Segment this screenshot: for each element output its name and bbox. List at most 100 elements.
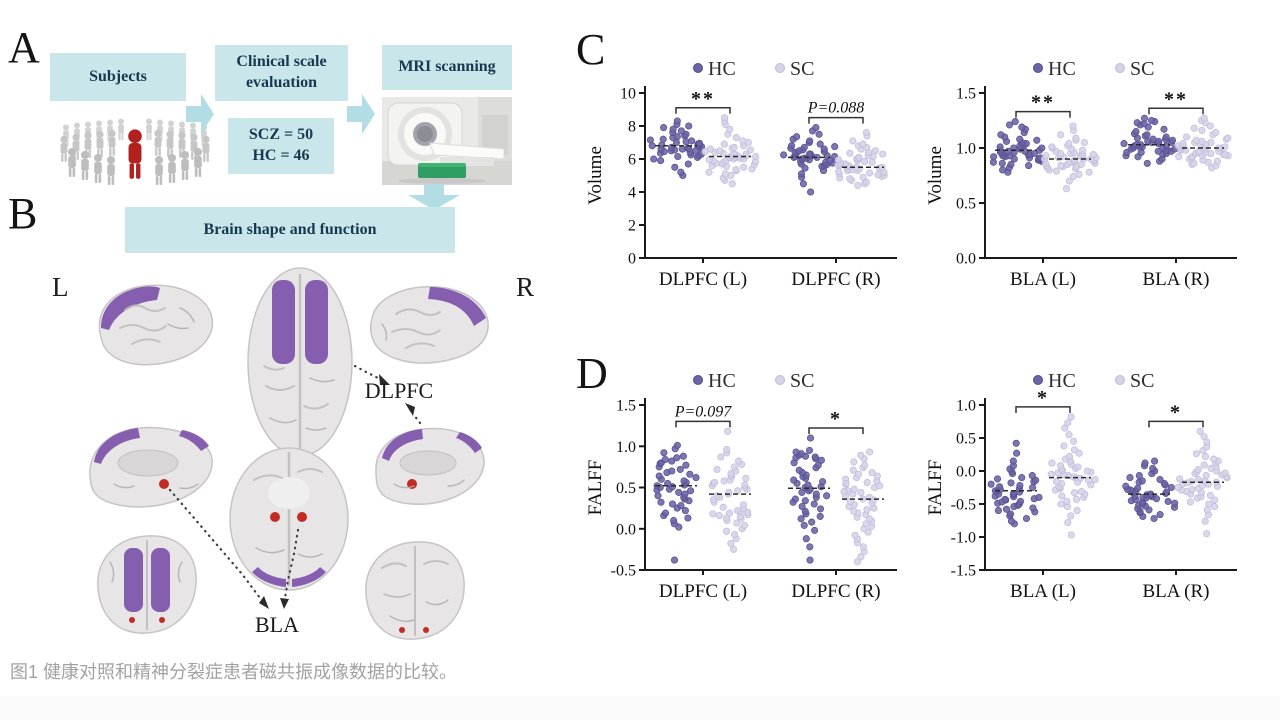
y-tick-label: 10 — [620, 86, 636, 103]
dlpfc-arrowhead-1-icon — [379, 374, 390, 385]
left-hemisphere-marker: L — [52, 272, 69, 302]
y-tick-label: 1.0 — [616, 439, 636, 456]
legend-hc-dot-icon — [693, 63, 703, 73]
legend-sc-label: SC — [1130, 370, 1154, 392]
bla-arrowhead-1-icon — [259, 596, 269, 609]
legend-hc-dot-icon — [1033, 63, 1043, 73]
brain-shape-function-label: Brain shape and function — [203, 220, 377, 238]
bla-region-label: BLA — [255, 612, 299, 637]
legend-hc-label: HC — [1048, 58, 1076, 80]
brain-coronal-right — [365, 541, 465, 640]
brain-coronal-left — [97, 535, 197, 634]
flow-arrow-down-icon — [408, 184, 460, 210]
x-category-label: BLA (R) — [1142, 581, 1209, 602]
panel-d-label: D — [576, 349, 608, 398]
y-axis-label: FALFF — [585, 460, 606, 516]
clinical-evaluation-label: Clinical scale evaluation — [236, 53, 327, 91]
legend-sc-dot-icon — [1115, 63, 1125, 73]
sample-counts-box: SCZ = 50 HC = 46 — [228, 118, 334, 174]
subjects-box-label: Subjects — [89, 67, 147, 85]
x-category-label: BLA (L) — [1010, 581, 1076, 602]
falff-dlpfc-chart: HC SC -0.5 0.0 0.5 1.0 1.5 DLPFC (L) DLPFC (R) FA… — [585, 360, 915, 612]
significance-label: ** — [691, 88, 715, 110]
bottom-margin-strip — [0, 696, 1280, 720]
x-category-label: DLPFC (L) — [659, 269, 747, 290]
right-hemisphere-marker: R — [516, 272, 534, 302]
significance-bracket — [675, 420, 731, 428]
x-category-label: DLPFC (L) — [659, 581, 747, 602]
panel-c-label: C — [576, 25, 606, 74]
significance-bracket — [1148, 420, 1204, 428]
legend-sc-label: SC — [790, 58, 814, 80]
significance-label: * — [1170, 401, 1182, 423]
y-tick-label: 8 — [628, 119, 636, 136]
x-category-label: DLPFC (R) — [791, 269, 880, 290]
y-axis-label: Volume — [585, 146, 606, 205]
significance-label: ** — [1164, 88, 1188, 110]
significance-label: * — [830, 408, 842, 430]
y-tick-label: 1.5 — [616, 398, 636, 415]
x-category-label: DLPFC (R) — [791, 581, 880, 602]
falff-bla-svg: HC SC -1.5 -1.0 -0.5 0.0 0.5 1.0 BLA (L) BLA (R) F… — [925, 370, 1237, 602]
legend-hc-label: HC — [708, 58, 736, 80]
significance-bracket — [1015, 406, 1071, 413]
significance-bracket — [1015, 110, 1071, 118]
y-tick-label: -0.5 — [951, 497, 976, 514]
scz-count-label: SCZ = 50 — [248, 126, 314, 144]
panel-b-label: B — [8, 189, 38, 238]
y-tick-label: 0.5 — [956, 431, 976, 448]
figure-caption: 图1 健康对照和精神分裂症患者磁共振成像数据的比较。 — [10, 662, 458, 682]
legend-sc-dot-icon — [1115, 375, 1125, 385]
legend-hc-label: HC — [1048, 370, 1076, 392]
subjects-box: Subjects — [50, 53, 186, 101]
y-tick-label: 1.0 — [956, 398, 976, 415]
mri-scanning-label: MRI scanning — [398, 58, 496, 76]
legend-sc-label: SC — [1130, 58, 1154, 80]
significance-label: P=0.097 — [674, 403, 733, 420]
flow-arrow-right-1-icon — [186, 94, 214, 134]
brain-shape-function-box: Brain shape and function — [125, 207, 455, 253]
brain-lateral-left — [98, 284, 214, 366]
clinical-evaluation-box: Clinical scale evaluation — [215, 45, 348, 101]
y-tick-label: -0.5 — [611, 563, 636, 580]
legend-hc-label: HC — [708, 370, 736, 392]
volume-bla-svg: HC SC 0.0 0.5 1.0 1.5 BLA (L) BLA (R) Volume ** ** — [925, 58, 1237, 290]
bla-arrowhead-2-icon — [280, 598, 289, 609]
legend-sc-dot-icon — [775, 375, 785, 385]
falff-bla-chart: HC SC -1.5 -1.0 -0.5 0.0 0.5 1.0 BLA (L) BLA (R) F… — [925, 360, 1255, 612]
y-tick-label: 0.0 — [956, 251, 976, 268]
significance-label: ** — [1031, 92, 1055, 114]
brain-axial-bottom — [229, 447, 349, 591]
volume-dlpfc-svg: HC SC 0 2 4 6 8 10 DLPFC (L) DLPFC (R) Volume ** P=0… — [585, 58, 897, 290]
significance-bracket — [1148, 107, 1204, 115]
flow-arrow-right-2-icon — [347, 94, 375, 134]
falff-dlpfc-svg: HC SC -0.5 0.0 0.5 1.0 1.5 DLPFC (L) DLPFC (R) FA… — [585, 370, 897, 602]
significance-bracket — [675, 107, 731, 114]
brain-maps-figure: L R — [52, 267, 534, 640]
y-tick-label: -1.5 — [951, 563, 976, 580]
y-tick-label: 2 — [628, 218, 636, 235]
brain-axial-top — [247, 267, 353, 457]
x-category-label: BLA (L) — [1010, 269, 1076, 290]
significance-label: * — [1037, 387, 1049, 409]
volume-bla-chart: HC SC 0.0 0.5 1.0 1.5 BLA (L) BLA (R) Volume ** ** — [925, 48, 1255, 300]
brain-medial-right — [375, 427, 485, 505]
legend-sc-label: SC — [790, 370, 814, 392]
highlighted-person-icon — [128, 129, 142, 179]
y-tick-label: 1.0 — [956, 141, 976, 158]
mri-scanner-image — [382, 97, 512, 185]
brain-lateral-right — [369, 286, 489, 364]
x-category-label: BLA (R) — [1142, 269, 1209, 290]
panel-a-label: A — [8, 23, 40, 72]
significance-label: P=0.088 — [807, 100, 865, 117]
y-tick-label: 4 — [628, 185, 636, 202]
dlpfc-region-label: DLPFC — [365, 378, 433, 403]
dlpfc-arrowhead-2-icon — [405, 403, 415, 416]
legend-hc-dot-icon — [1033, 375, 1043, 385]
y-axis-label: Volume — [925, 146, 946, 205]
legend-sc-dot-icon — [775, 63, 785, 73]
y-tick-label: 0.0 — [616, 521, 636, 538]
y-tick-label: 0 — [628, 251, 636, 268]
volume-dlpfc-chart: HC SC 0 2 4 6 8 10 DLPFC (L) DLPFC (R) Volume ** P=0… — [585, 48, 915, 300]
